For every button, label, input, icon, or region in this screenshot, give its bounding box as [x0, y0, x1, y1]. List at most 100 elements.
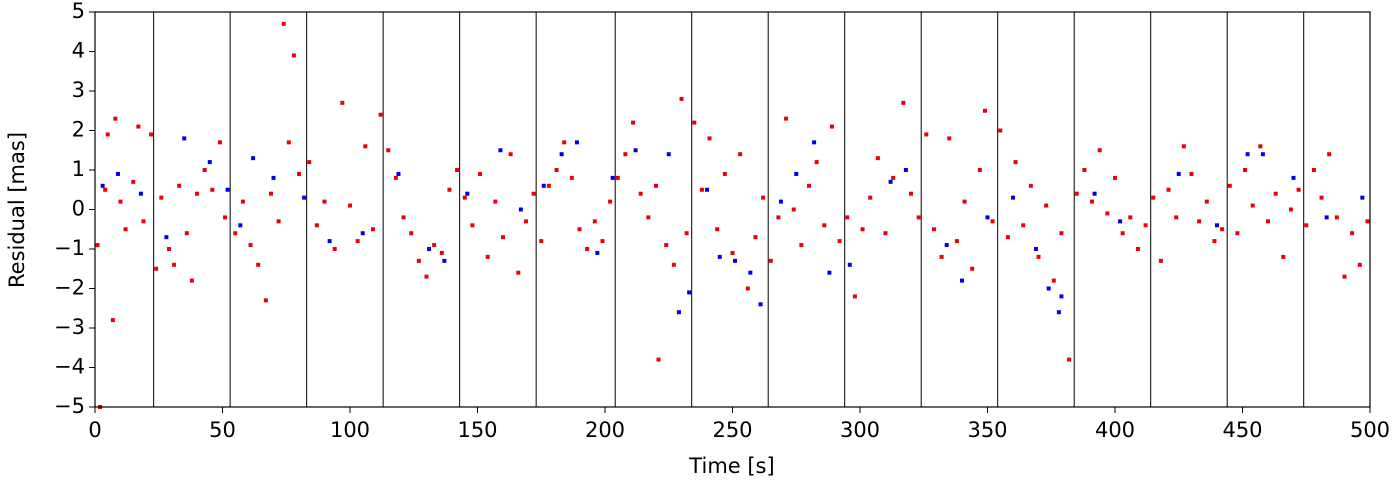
point	[141, 219, 146, 224]
point	[115, 171, 120, 176]
point	[970, 266, 975, 271]
point	[1266, 219, 1270, 224]
point	[1046, 286, 1051, 291]
point	[1204, 199, 1209, 204]
point	[944, 243, 949, 248]
point	[314, 223, 319, 228]
point	[1005, 235, 1010, 240]
point	[847, 262, 852, 267]
point	[814, 160, 819, 165]
x-tick-label: 50	[209, 418, 236, 442]
point	[812, 140, 817, 145]
y-tick-label: 1	[72, 157, 85, 181]
point	[424, 274, 429, 279]
point	[276, 219, 281, 224]
point	[1021, 223, 1026, 228]
point	[554, 168, 559, 172]
point	[1174, 215, 1179, 220]
point	[332, 247, 337, 251]
point	[666, 152, 671, 157]
point	[217, 140, 222, 145]
x-tick-label: 200	[585, 418, 625, 442]
point	[1189, 171, 1194, 176]
point	[202, 168, 207, 172]
point	[1260, 152, 1265, 157]
point	[396, 171, 401, 176]
point	[416, 258, 421, 263]
point	[903, 168, 908, 172]
point	[671, 262, 676, 267]
point	[998, 128, 1003, 133]
point	[462, 195, 467, 200]
point	[159, 195, 164, 200]
x-tick-label: 350	[967, 418, 1007, 442]
point	[1258, 144, 1263, 149]
point	[1113, 175, 1117, 180]
point	[822, 223, 827, 228]
point	[478, 171, 483, 176]
point	[103, 187, 108, 192]
point	[256, 262, 261, 267]
point	[1151, 195, 1156, 200]
point	[761, 195, 766, 200]
point	[909, 191, 913, 196]
point	[131, 179, 136, 184]
y-tick-label: 3	[72, 78, 85, 102]
point	[164, 235, 169, 240]
point	[717, 254, 722, 259]
point	[1296, 187, 1301, 192]
point	[1082, 168, 1087, 172]
point	[875, 156, 880, 161]
point	[184, 231, 189, 236]
point	[238, 223, 243, 228]
point	[733, 258, 738, 263]
point	[758, 302, 763, 307]
y-tick-label: −2	[54, 276, 85, 300]
point	[715, 227, 720, 232]
point	[123, 227, 128, 232]
point	[1074, 191, 1079, 196]
point	[1059, 294, 1064, 299]
point	[1319, 195, 1324, 200]
point	[166, 247, 171, 251]
point	[271, 175, 276, 180]
point	[960, 278, 964, 283]
point	[608, 199, 613, 204]
point	[1327, 152, 1332, 157]
x-axis-label: Time [s]	[688, 454, 774, 478]
point	[110, 318, 115, 323]
point	[327, 239, 332, 244]
point	[1097, 148, 1102, 153]
point	[302, 195, 307, 200]
x-tick-label: 0	[88, 418, 101, 442]
point	[738, 152, 743, 157]
point	[1011, 195, 1015, 200]
point	[105, 132, 110, 137]
point	[240, 199, 245, 204]
point	[1365, 219, 1370, 224]
point	[985, 215, 990, 220]
point	[207, 160, 212, 165]
point	[1028, 183, 1033, 188]
point	[498, 148, 503, 153]
point	[745, 286, 750, 291]
point	[687, 290, 692, 295]
point	[516, 270, 521, 275]
point	[1135, 247, 1140, 251]
point	[1090, 199, 1095, 204]
point	[291, 53, 296, 58]
point	[360, 231, 365, 236]
point	[1067, 357, 1072, 362]
point	[807, 183, 811, 188]
point	[646, 215, 651, 220]
point	[455, 168, 460, 172]
point	[676, 310, 681, 315]
point	[559, 152, 564, 157]
point	[748, 270, 753, 275]
point	[386, 148, 391, 153]
point	[263, 298, 268, 303]
point	[837, 239, 842, 244]
point	[699, 187, 704, 192]
point	[1120, 231, 1125, 236]
point	[401, 215, 406, 220]
